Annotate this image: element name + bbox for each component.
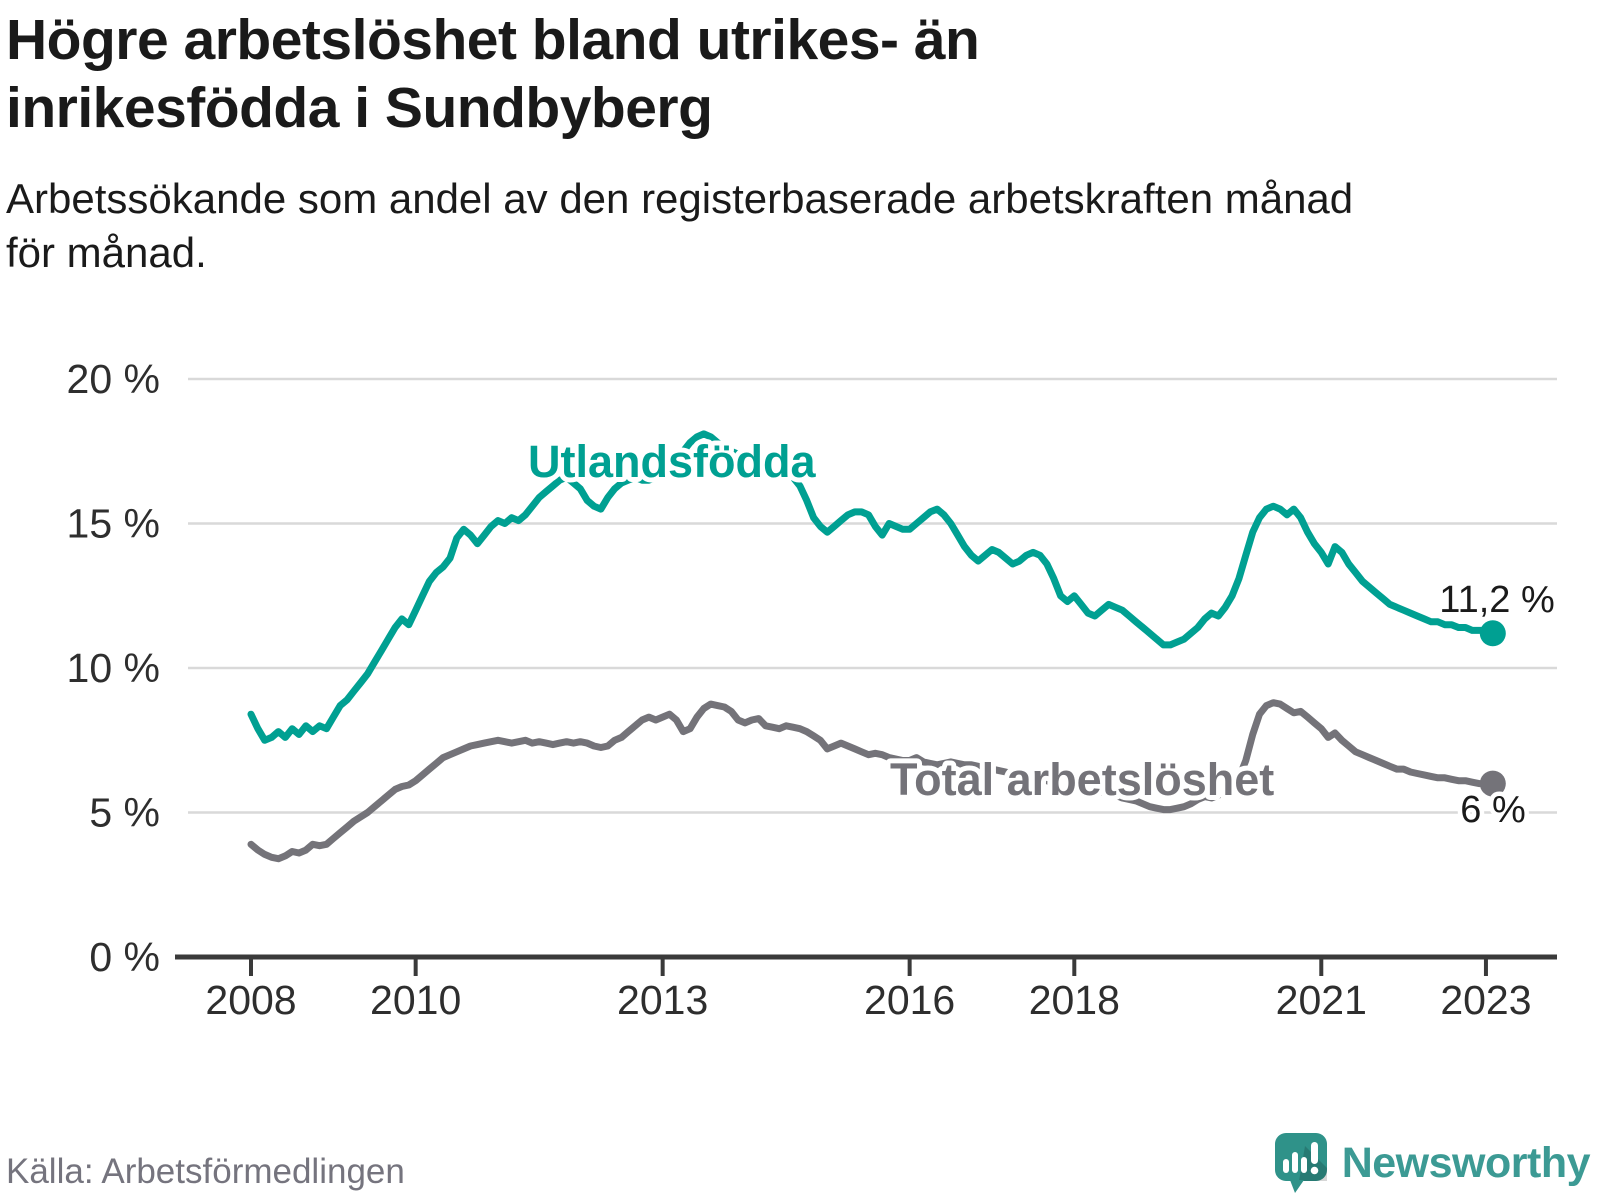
series-line-teal bbox=[247, 430, 1497, 744]
x-tick-label-2008: 2008 bbox=[205, 977, 296, 1023]
title-line-1: Högre arbetslöshet bland utrikes- än bbox=[6, 8, 980, 72]
page-title: Högre arbetslöshet bland utrikes- än inr… bbox=[6, 6, 1586, 142]
end-value-label-teal: 11,2 % bbox=[1439, 579, 1554, 621]
y-tick-label-5pct: 5 % bbox=[89, 790, 160, 836]
series-end-dot-teal bbox=[1479, 620, 1506, 647]
chart-header: Högre arbetslöshet bland utrikes- än inr… bbox=[6, 6, 1586, 280]
x-tick-label-2021: 2021 bbox=[1276, 977, 1367, 1023]
x-tick-label-2010: 2010 bbox=[370, 977, 461, 1023]
x-tick-label-2018: 2018 bbox=[1029, 977, 1120, 1023]
x-tick-label-2013: 2013 bbox=[617, 977, 708, 1023]
series-line-gray bbox=[247, 699, 1497, 863]
x-tick-label-2023: 2023 bbox=[1440, 977, 1531, 1023]
y-tick-label-10pct: 10 % bbox=[67, 645, 160, 691]
y-tick-label-20pct: 20 % bbox=[67, 356, 160, 402]
x-tick-label-2016: 2016 bbox=[864, 977, 955, 1023]
subtitle-line-2: för månad. bbox=[6, 229, 207, 276]
title-line-2: inrikesfödda i Sundbyberg bbox=[6, 76, 713, 140]
series-label-teal: Utlandsfödda bbox=[528, 436, 816, 487]
newsworthy-logo-icon bbox=[1274, 1133, 1327, 1193]
newsworthy-brand: Newsworthy bbox=[1274, 1132, 1591, 1194]
chart-subtitle: Arbetssökande som andel av den registerb… bbox=[6, 172, 1586, 280]
source-note: Källa: Arbetsförmedlingen bbox=[6, 1152, 405, 1191]
y-tick-label-0pct: 0 % bbox=[89, 934, 160, 980]
brand-name: Newsworthy bbox=[1341, 1138, 1591, 1187]
series-label-gray: Total arbetslöshet bbox=[890, 754, 1274, 805]
series-end-dot-gray bbox=[1479, 770, 1506, 797]
y-tick-label-15pct: 15 % bbox=[67, 501, 160, 547]
end-value-label-gray: 6 % bbox=[1460, 789, 1525, 831]
subtitle-line-1: Arbetssökande som andel av den registerb… bbox=[6, 175, 1354, 222]
